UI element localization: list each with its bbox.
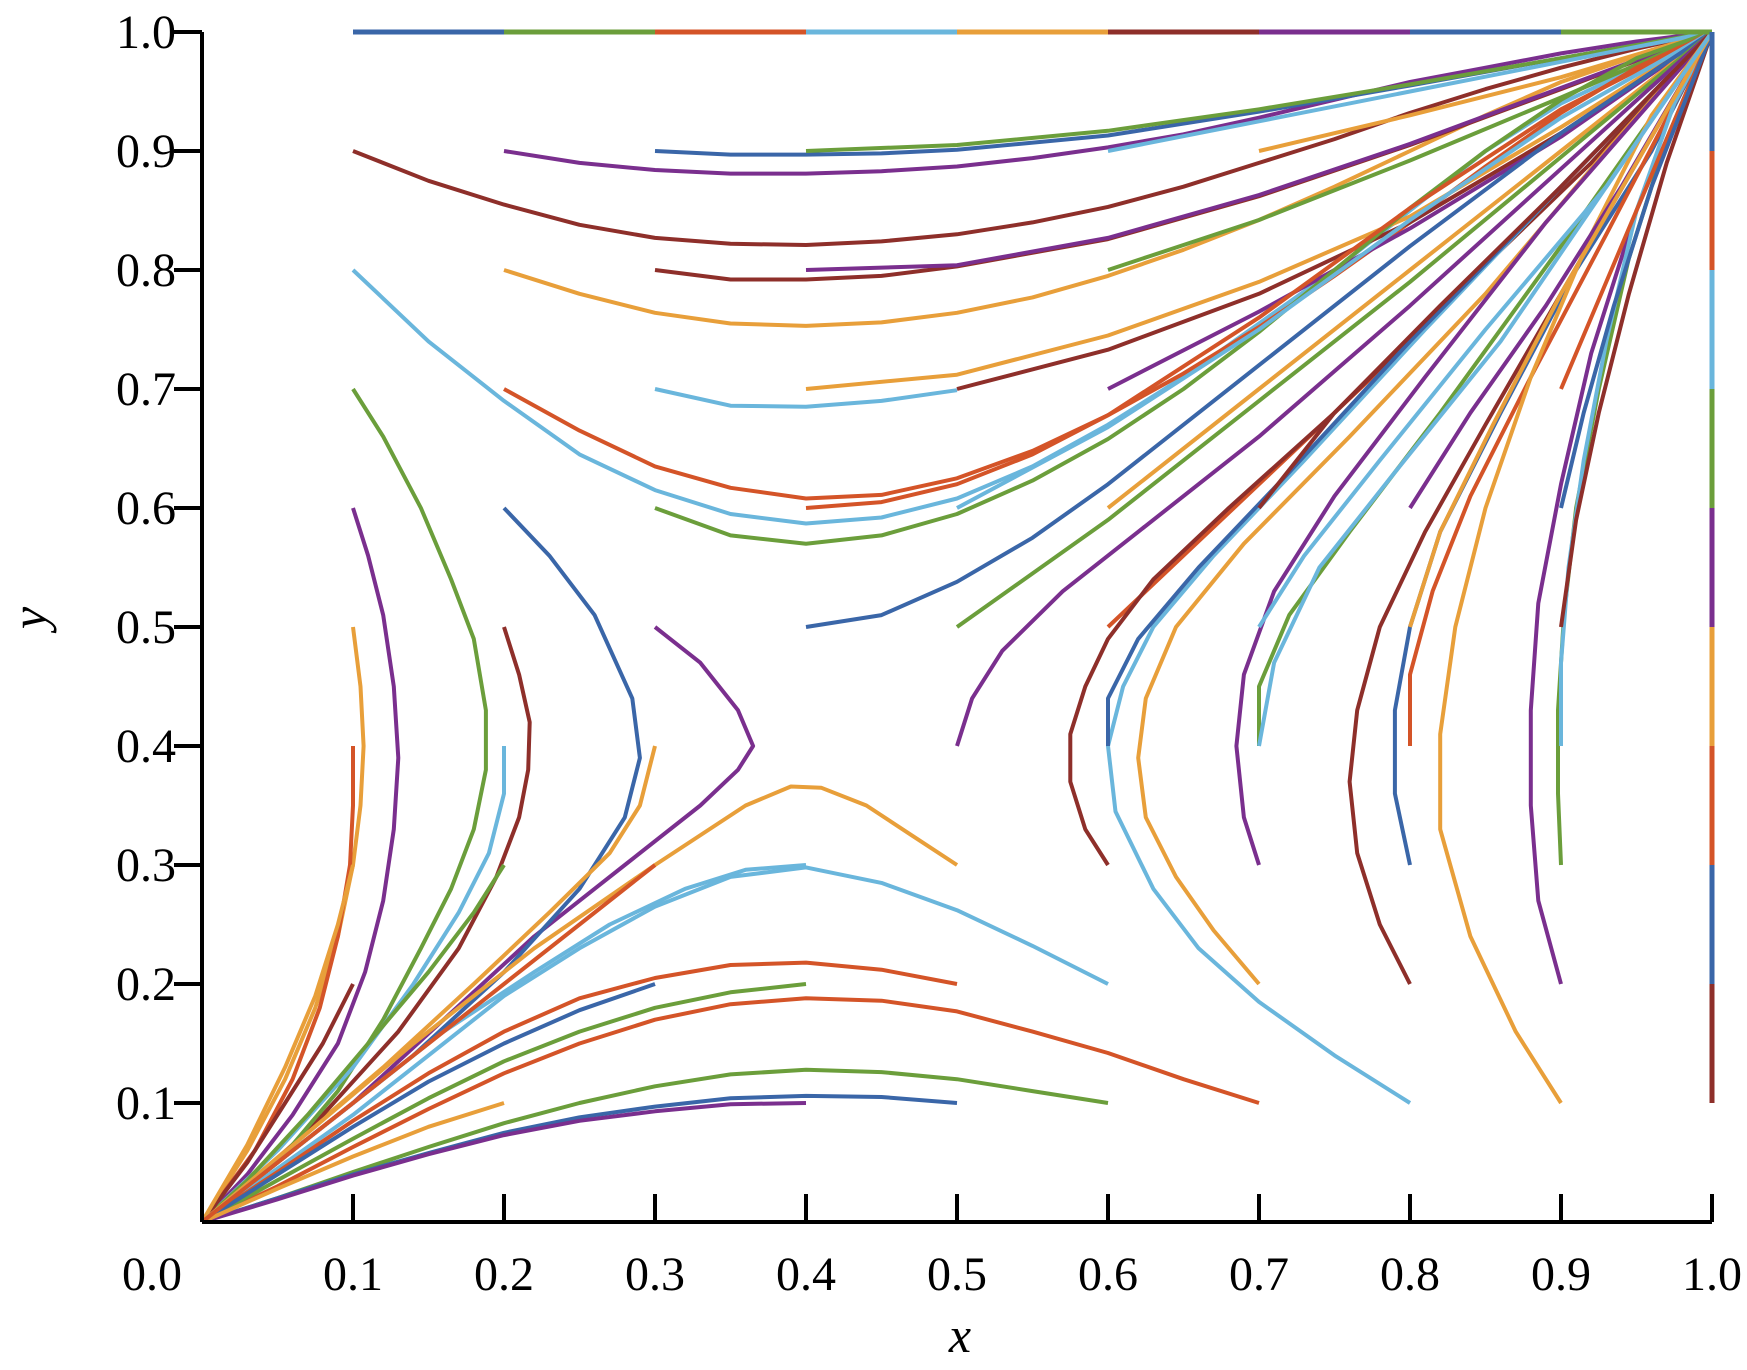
trajectory-line <box>1259 32 1712 627</box>
trajectory-line <box>202 865 504 1222</box>
axes <box>174 32 1712 1222</box>
x-axis-title: x <box>948 1307 971 1363</box>
y-tick-label: 0.2 <box>116 958 176 1011</box>
y-tick-label: 0.4 <box>116 720 176 773</box>
x-tick-label: 0.7 <box>1229 1248 1289 1301</box>
trajectory-line <box>1108 32 1712 746</box>
x-tick-label: 0.9 <box>1531 1248 1591 1301</box>
trajectory-line <box>202 508 398 1222</box>
x-tick-label: 0.5 <box>927 1248 987 1301</box>
y-tick-label: 0.1 <box>116 1077 176 1130</box>
y-tick-label: 1.0 <box>116 6 176 59</box>
y-tick-label: 0.5 <box>116 601 176 654</box>
x-tick-label: 0.0 <box>122 1248 182 1301</box>
x-tick-label: 0.8 <box>1380 1248 1440 1301</box>
phase-portrait-chart: 0.0 0.1 0.2 0.3 0.4 0.5 0.6 0.7 0.8 0.9 1.0 0.1 0.2 0… <box>0 0 1747 1370</box>
x-tick-label: 0.3 <box>625 1248 685 1301</box>
y-tick-label: 0.9 <box>116 125 176 178</box>
y-axis-title: y <box>1 606 57 634</box>
y-tick-label: 0.3 <box>116 839 176 892</box>
trajectory-line <box>202 389 486 1222</box>
x-tick-label: 0.4 <box>776 1248 836 1301</box>
x-tick-label: 0.1 <box>323 1248 383 1301</box>
y-tick-label: 0.8 <box>116 244 176 297</box>
trajectory-line <box>806 32 1712 389</box>
x-tick-label: 1.0 <box>1682 1248 1742 1301</box>
trajectory-line <box>655 389 957 407</box>
x-tick-label: 0.6 <box>1078 1248 1138 1301</box>
y-tick-label: 0.7 <box>116 363 176 416</box>
trajectory-line <box>202 865 655 1222</box>
trajectory-line <box>202 746 655 1222</box>
y-tick-label: 0.6 <box>116 482 176 535</box>
x-tick-label: 0.2 <box>474 1248 534 1301</box>
trajectory-line <box>1558 32 1712 865</box>
trajectory-layer <box>202 32 1712 1222</box>
